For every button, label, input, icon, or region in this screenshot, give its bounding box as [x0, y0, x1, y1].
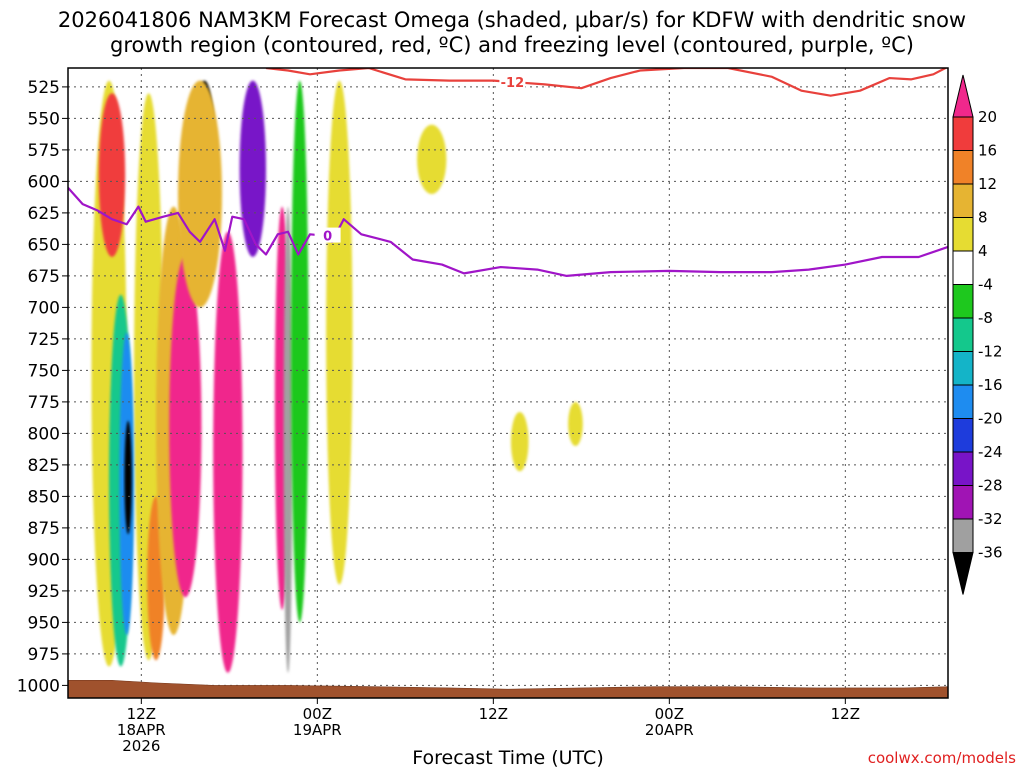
y-tick-label-850: 850	[28, 487, 60, 507]
omega-feature-15	[290, 80, 309, 623]
colorbar-box-7	[952, 317, 974, 352]
colorbar-label-5: -4	[978, 276, 993, 294]
y-tick-label-550: 550	[28, 109, 60, 129]
y-tick-label-875: 875	[28, 519, 60, 539]
x-tick-label-1-1: 19APR	[293, 721, 342, 739]
y-tick-label-900: 900	[28, 550, 60, 570]
colorbar-box-3	[952, 183, 974, 218]
x-tick-label-4-0: 12Z	[831, 705, 860, 723]
colorbar-box-10	[952, 418, 974, 453]
x-tick-label-1-0: 00Z	[303, 705, 332, 723]
grid-layer	[68, 68, 948, 698]
colorbar-label-4: 4	[978, 242, 988, 260]
surface-layer	[68, 680, 948, 698]
colorbar-box-12	[952, 485, 974, 520]
contour-layer: -12 0	[68, 68, 948, 277]
contour-line-0	[265, 68, 948, 97]
colorbar-box-9	[952, 384, 974, 419]
surface-terrain	[68, 680, 948, 698]
y-axis: 525 550 575 600 625 650 675 700 725 750 775 800 825 8…	[17, 78, 68, 696]
colorbar-label-0: 20	[978, 108, 997, 126]
contour-label-0: -12	[501, 76, 525, 91]
omega-feature-18	[510, 411, 529, 472]
y-tick-label-675: 675	[28, 267, 60, 287]
y-tick-label-750: 750	[28, 361, 60, 381]
y-tick-label-725: 725	[28, 330, 60, 350]
x-tick-label-2-0: 12Z	[479, 705, 508, 723]
colorbar-label-8: -16	[978, 376, 1003, 394]
colorbar-box-13	[952, 518, 974, 553]
omega-feature-10	[178, 80, 222, 308]
contour-label-bg-0	[499, 73, 526, 89]
plot-frame	[67, 67, 949, 699]
colorbar-label-10: -24	[978, 443, 1003, 461]
y-tick-label-700: 700	[28, 298, 60, 318]
y-tick-label-625: 625	[28, 204, 60, 224]
colorbar-label-3: 8	[978, 209, 988, 227]
x-tick-label-0-0: 12Z	[127, 705, 156, 723]
colorbar-box-11	[952, 451, 974, 486]
colorbar-box-6	[952, 284, 974, 319]
x-tick-label-3-0: 00Z	[655, 705, 684, 723]
colorbar-box-2	[952, 150, 974, 185]
colorbar-bottom-arrow	[952, 552, 974, 595]
colorbar-label-1: 16	[978, 142, 997, 160]
omega-feature-12	[239, 80, 266, 257]
colorbar-label-2: 12	[978, 175, 997, 193]
omega-feature-1	[98, 93, 126, 257]
colorbar-label-13: -36	[978, 544, 1003, 562]
colorbar-label-11: -28	[978, 477, 1003, 495]
contour-label-1: 0	[323, 230, 332, 245]
omega-feature-19	[568, 401, 583, 447]
colorbar-label-6: -8	[978, 309, 993, 327]
colorbar-label-9: -20	[978, 410, 1003, 428]
omega-feature-8	[169, 257, 202, 598]
colorbar-box-8	[952, 351, 974, 386]
x-tick-label-3-1: 20APR	[645, 721, 694, 739]
omega-feature-14	[283, 206, 293, 673]
omega-feature-5	[124, 420, 132, 535]
colorbar-label-7: -12	[978, 343, 1003, 361]
colorbar-top-arrow	[952, 74, 974, 118]
y-tick-label-825: 825	[28, 456, 60, 476]
y-tick-label-950: 950	[28, 613, 60, 633]
y-tick-label-1000: 1000	[17, 676, 60, 696]
y-tick-label-800: 800	[28, 424, 60, 444]
contour-line-1	[68, 186, 948, 277]
omega-shading-layer	[91, 80, 583, 673]
x-tick-label-0-1: 18APR	[117, 721, 166, 739]
x-tick-label-0-2: 2026	[122, 737, 160, 755]
x-axis-title: Forecast Time (UTC)	[412, 747, 603, 768]
chart-title-line-2: growth region (contoured, red, ºC) and f…	[110, 33, 914, 57]
y-tick-label-600: 600	[28, 172, 60, 192]
omega-feature-16	[326, 80, 353, 585]
colorbar-label-12: -32	[978, 510, 1003, 528]
colorbar: 20 16 12 8 4 -4 -8 -12 -16 -20 -24 -28 -32 -36	[952, 74, 1003, 595]
omega-feature-11	[213, 231, 243, 673]
colorbar-box-1	[952, 116, 974, 151]
y-tick-label-925: 925	[28, 582, 60, 602]
omega-feature-17	[417, 124, 447, 194]
credit-text: coolwx.com/models	[868, 749, 1016, 767]
contour-label-bg-1	[314, 227, 341, 243]
y-tick-label-575: 575	[28, 141, 60, 161]
y-tick-label-525: 525	[28, 78, 60, 98]
chart-title-line-1: 2026041806 NAM3KM Forecast Omega (shaded…	[58, 8, 966, 32]
y-tick-label-650: 650	[28, 235, 60, 255]
colorbar-box-5	[952, 250, 974, 285]
y-tick-label-975: 975	[28, 645, 60, 665]
colorbar-box-4	[952, 217, 974, 252]
y-tick-label-775: 775	[28, 393, 60, 413]
